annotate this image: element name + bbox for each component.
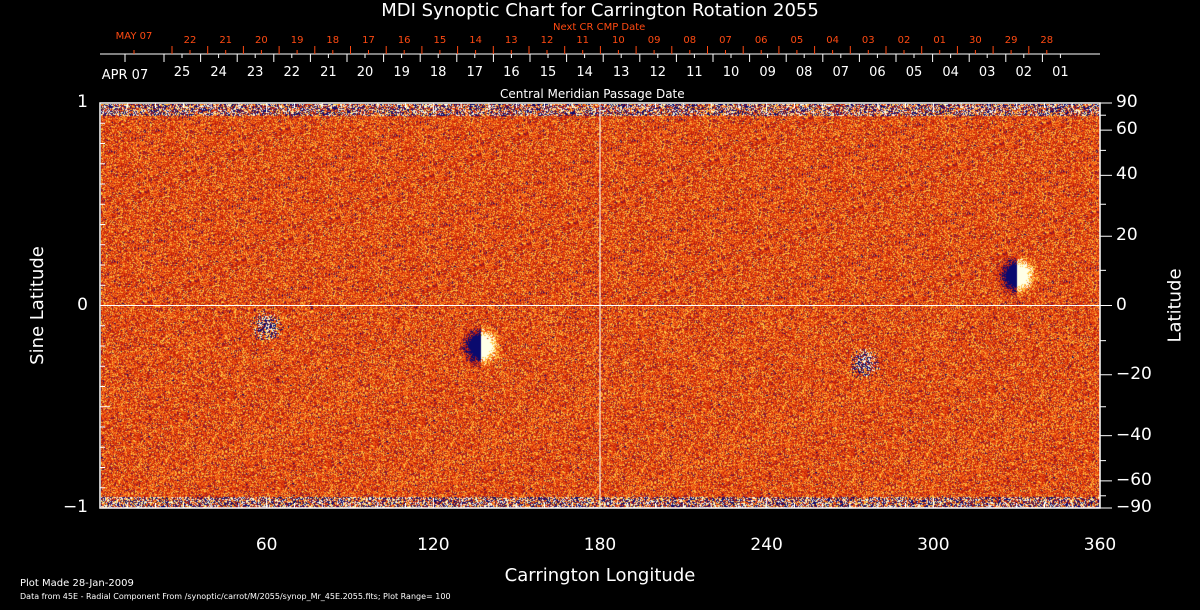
next-cr-date-label: 12 (540, 35, 554, 46)
next-cr-date-label: 28 (1040, 35, 1054, 46)
next-cr-date-label: 30 (969, 35, 982, 46)
y-tick-label-left: −1 (62, 497, 88, 517)
cmp-date-label: 08 (795, 65, 813, 80)
next-cr-date-label: 05 (790, 35, 804, 46)
next-cr-date-label: 20 (255, 35, 268, 46)
cmp-date-label: 19 (393, 65, 410, 80)
cmp-date-label: 13 (612, 65, 630, 80)
next-cr-date-label: 06 (754, 35, 768, 46)
y-tick-label-right: 60 (1116, 119, 1138, 140)
cmp-date-label: 20 (356, 65, 374, 80)
x-tick-label: 60 (255, 535, 278, 555)
x-axis-label: Carrington Longitude (504, 565, 696, 586)
top-axis-label: Central Meridian Passage Date (500, 87, 685, 101)
next-cr-date-label: 19 (290, 35, 304, 46)
cmp-date-label: 10 (722, 65, 740, 80)
cmp-date-label: 17 (466, 65, 484, 80)
next-cr-label: Next CR CMP Date (553, 22, 646, 33)
next-cr-date-label: 14 (469, 35, 482, 46)
next-cr-date-label: 11 (576, 35, 590, 46)
cmp-date-label: 03 (978, 65, 996, 80)
y-tick-label-right: 90 (1116, 92, 1138, 112)
x-tick-label: 120 (417, 535, 450, 555)
cmp-date-label: 24 (210, 65, 227, 80)
cmp-date-label: 06 (869, 65, 886, 80)
next-cr-date-label: 04 (826, 35, 839, 46)
y-tick-label-left: 0 (77, 294, 88, 315)
next-cr-date-label: 02 (897, 35, 911, 46)
y-tick-label-right: 0 (1116, 294, 1127, 315)
plot-made-note: Plot Made 28-Jan-2009 (20, 578, 134, 589)
next-cr-date-label: 21 (219, 35, 233, 46)
next-cr-date-label: 16 (397, 35, 411, 46)
cmp-date-label: 22 (283, 65, 301, 80)
cmp-date-label: 01 (1052, 65, 1069, 80)
next-cr-date-label: 08 (683, 35, 697, 46)
x-tick-label: 180 (583, 535, 617, 555)
next-cr-date-label: 17 (362, 35, 375, 46)
y-tick-label-left: 1 (77, 92, 88, 112)
y-tick-label-right: −20 (1116, 363, 1152, 384)
next-cr-date-label: 22 (183, 35, 197, 46)
x-tick-label: 240 (750, 535, 783, 555)
cmp-date-label: 11 (686, 65, 703, 80)
y-tick-label-right: 20 (1116, 225, 1138, 246)
next-cr-date-label: 07 (719, 35, 732, 46)
x-tick-label: 360 (1083, 535, 1117, 555)
y-tick-label-right: −60 (1116, 469, 1152, 490)
cmp-date-label: 07 (832, 65, 850, 80)
next-cr-date-label: 13 (504, 35, 518, 46)
cmp-date-label: 09 (759, 65, 776, 80)
y-tick-label-right: 40 (1116, 164, 1138, 185)
cmp-date-label: 15 (539, 65, 557, 80)
cmp-date-label: 05 (905, 65, 923, 80)
next-cr-date-label: 15 (433, 35, 447, 46)
cmp-date-label: APR 07 (101, 68, 149, 83)
next-cr-date-label: 09 (647, 35, 661, 46)
next-cr-date-label: 03 (861, 35, 875, 46)
cmp-date-label: 04 (942, 65, 959, 80)
cmp-date-label: 02 (1015, 65, 1033, 80)
x-tick-label: 300 (917, 535, 950, 555)
cmp-date-label: 23 (246, 65, 264, 80)
y-tick-label-right: −90 (1116, 497, 1152, 517)
cmp-date-label: 21 (320, 65, 337, 80)
cmp-date-label: 12 (649, 65, 667, 80)
cmp-date-label: 14 (576, 65, 593, 80)
next-cr-date-label: 18 (326, 35, 340, 46)
cmp-date-label: 18 (429, 65, 447, 80)
cmp-date-label: 25 (173, 65, 191, 80)
data-source-note: Data from 45E - Radial Component From /s… (20, 592, 451, 601)
next-cr-date-label: 10 (612, 35, 625, 46)
next-cr-date-label: 01 (933, 35, 947, 46)
next-cr-date-label: 29 (1004, 35, 1018, 46)
chart-title: MDI Synoptic Chart for Carrington Rotati… (381, 0, 819, 21)
cmp-date-label: 16 (503, 65, 520, 80)
next-cr-date-label: MAY 07 (115, 31, 153, 42)
y-tick-label-right: −40 (1116, 424, 1152, 445)
